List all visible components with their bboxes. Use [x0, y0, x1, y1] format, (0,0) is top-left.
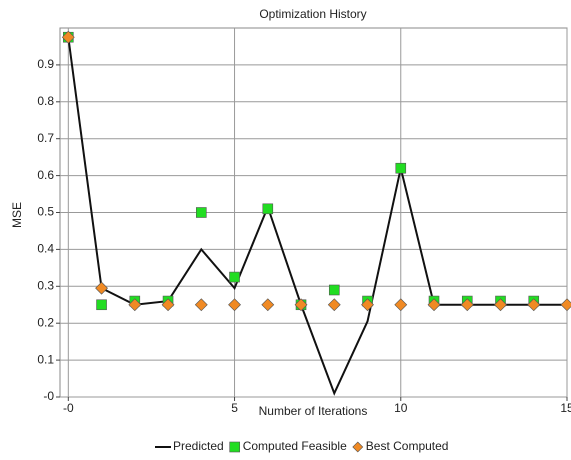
diamond-marker — [460, 298, 474, 312]
y-tick-label: 0.3 — [37, 278, 54, 292]
diamond-marker — [61, 30, 75, 44]
diamond-marker — [427, 298, 441, 312]
legend-item: Best Computed — [352, 439, 449, 453]
square-marker — [195, 207, 207, 218]
x-tick-label: 5 — [231, 401, 238, 415]
y-tick-label: -0 — [43, 389, 54, 403]
x-tick-label: 10 — [394, 401, 408, 415]
y-tick-label: 0.5 — [37, 205, 54, 219]
diamond-marker — [394, 298, 408, 312]
square-marker — [96, 299, 107, 311]
legend-item: Computed Feasible — [229, 439, 347, 453]
y-tick-label: 0.1 — [37, 352, 54, 366]
legend-label: Best Computed — [366, 439, 449, 453]
diamond-marker — [194, 298, 208, 312]
diamond-marker — [494, 298, 507, 312]
y-axis-label: MSE — [10, 202, 24, 228]
diamond-marker — [261, 298, 275, 312]
diamond-marker — [527, 298, 541, 312]
square-marker — [262, 203, 274, 215]
x-axis-label: Number of Iterations — [259, 404, 368, 418]
legend-swatch — [229, 441, 241, 453]
legend-label: Computed Feasible — [243, 439, 347, 453]
diamond-marker — [361, 298, 374, 312]
square-marker — [229, 271, 240, 283]
y-tick-label: 0.2 — [37, 315, 54, 329]
legend-item: Predicted — [155, 439, 224, 453]
y-tick-label: 0.6 — [37, 168, 54, 182]
square-marker — [328, 284, 340, 296]
x-tick-label: 15 — [560, 401, 571, 415]
y-tick-label: 0.4 — [37, 242, 54, 256]
diamond-marker — [228, 298, 241, 312]
y-tick-label: 0.7 — [37, 131, 54, 145]
square-marker — [395, 162, 407, 174]
predicted-line — [67, 37, 567, 396]
y-tick-label: 0.8 — [37, 94, 54, 108]
diamond-marker — [560, 298, 571, 312]
diamond-marker — [327, 298, 341, 312]
legend-label: Predicted — [173, 439, 224, 453]
chart-title: Optimization History — [259, 7, 366, 21]
y-tick-label: 0.9 — [37, 57, 54, 71]
legend-swatch — [352, 441, 364, 453]
diamond-marker — [95, 281, 108, 295]
diamond-marker — [128, 298, 142, 312]
diamond-marker — [294, 298, 308, 312]
diamond-marker — [161, 298, 175, 312]
x-tick-label: -0 — [63, 401, 74, 415]
